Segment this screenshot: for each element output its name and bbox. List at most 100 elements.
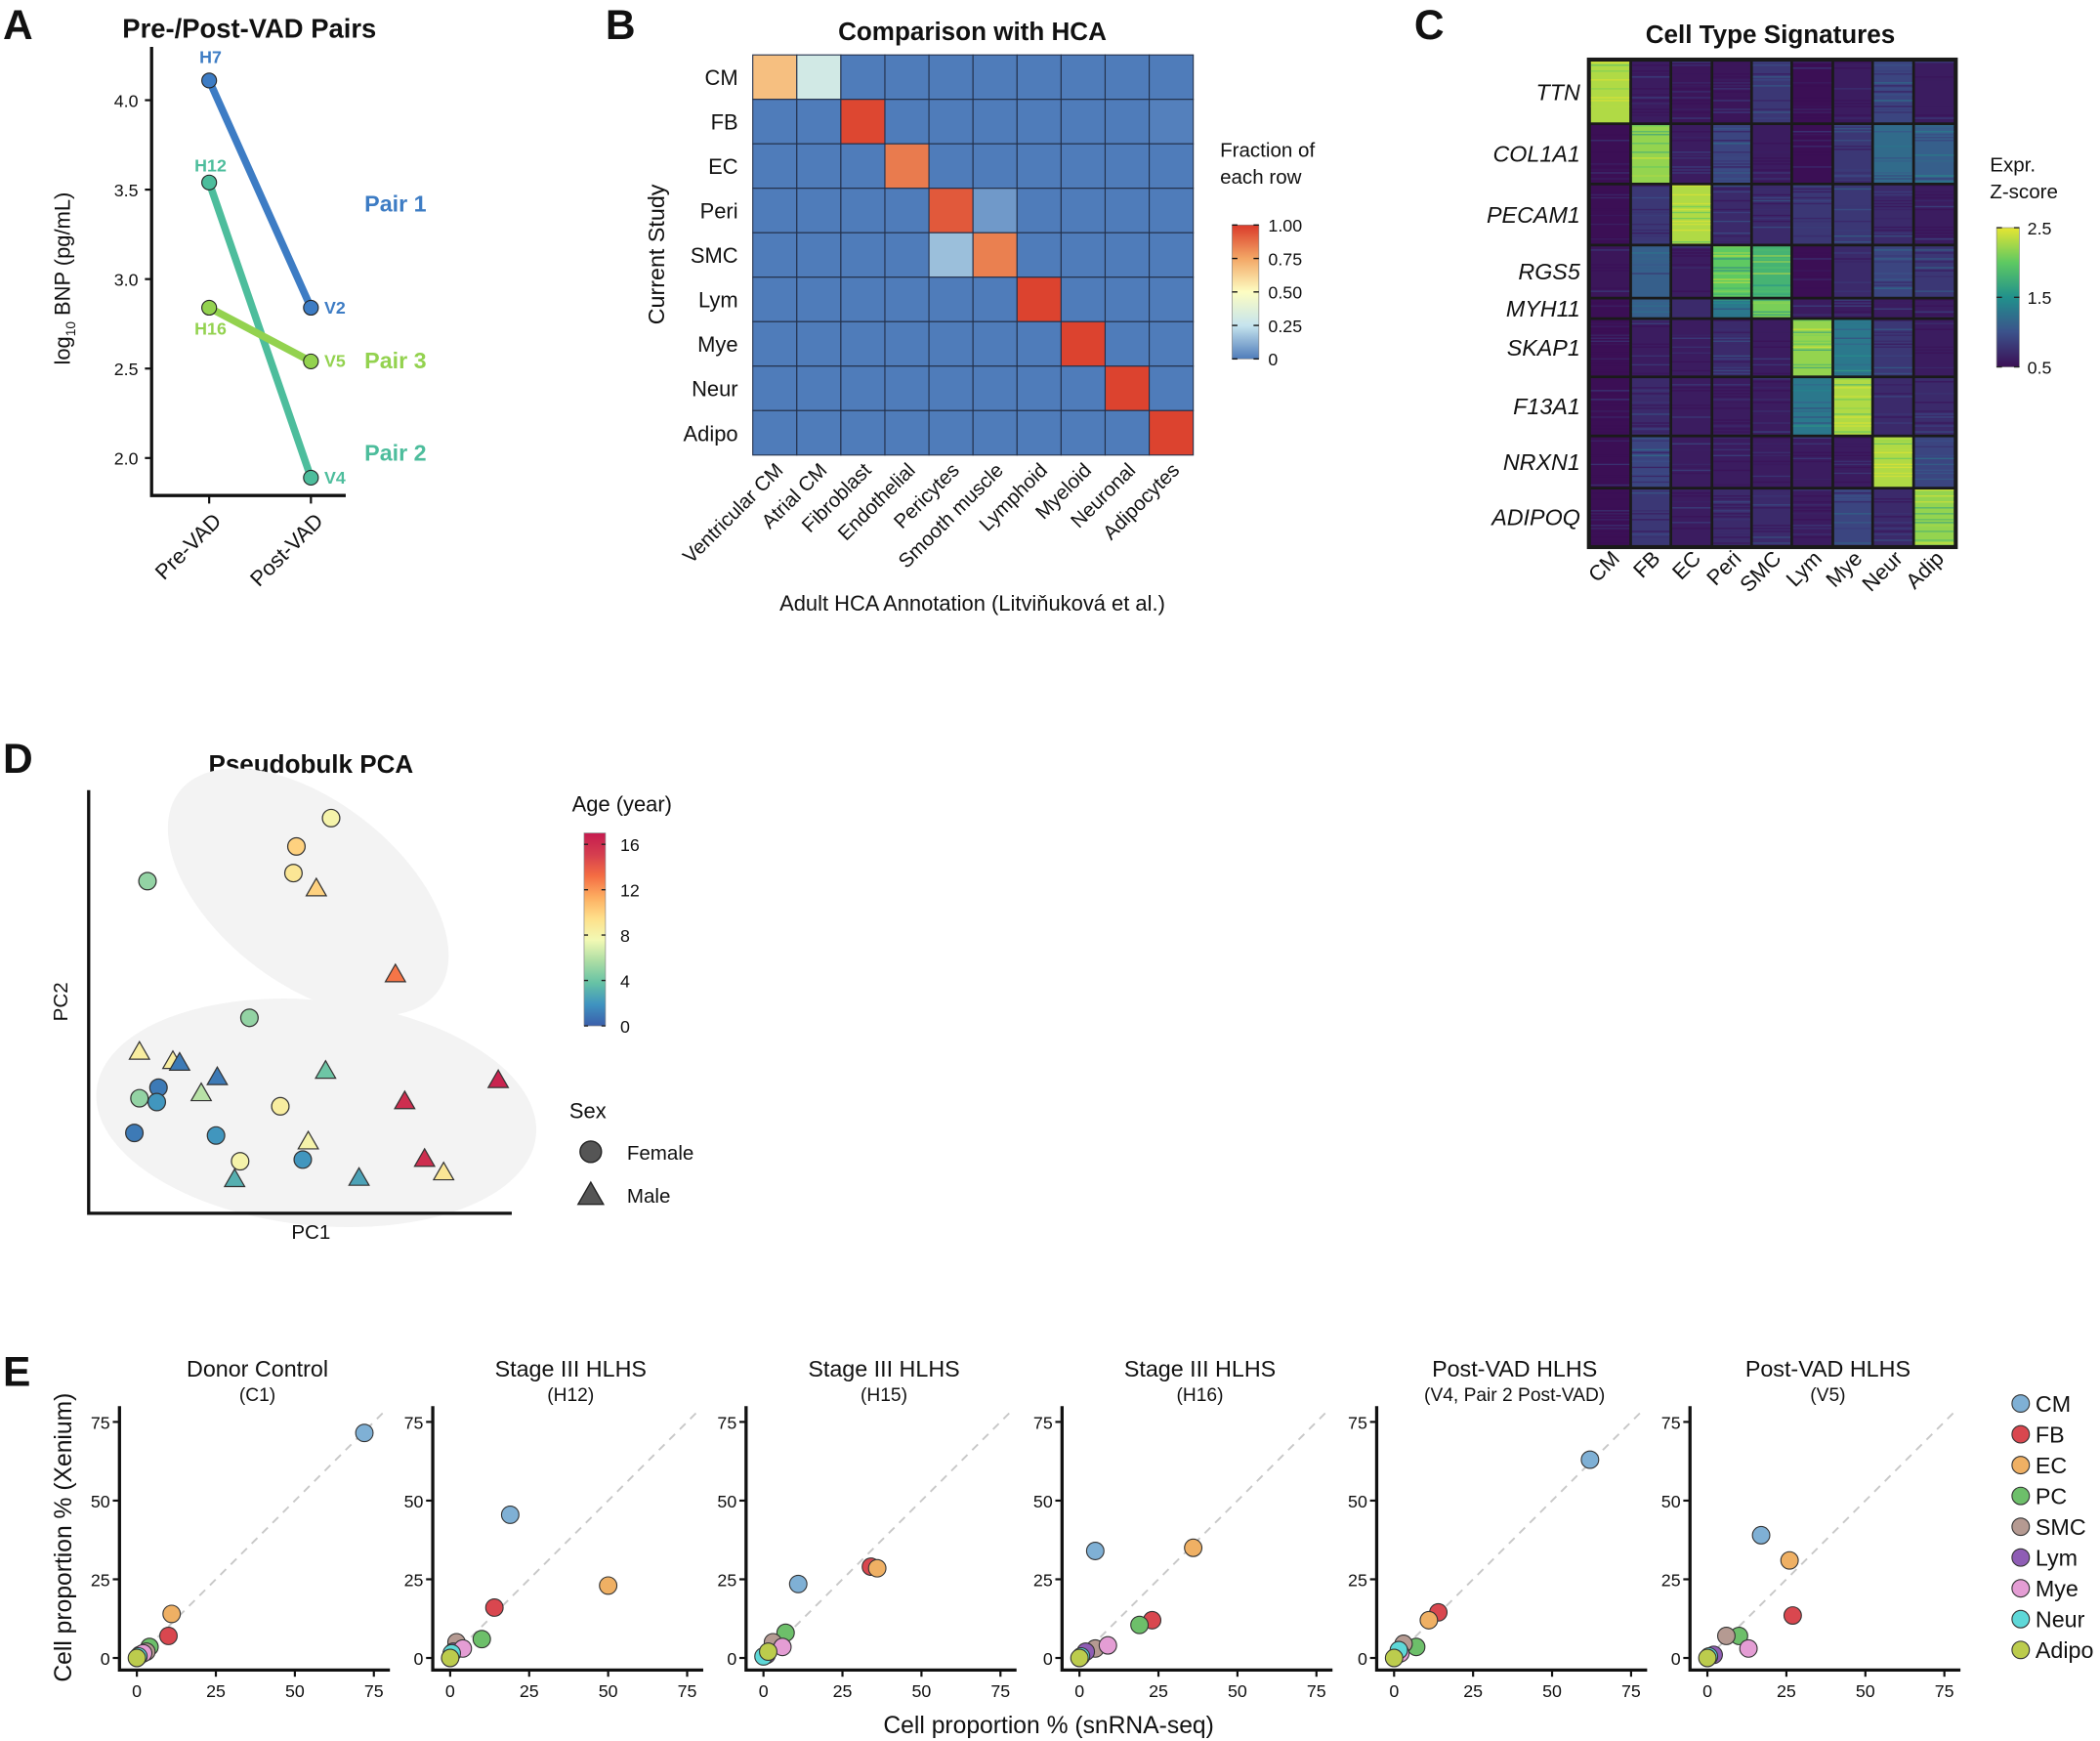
proportion-point-adipo <box>127 1648 147 1668</box>
heatmap-texture <box>1713 393 1750 395</box>
panel-b-title: Comparison with HCA <box>838 17 1107 46</box>
heatmap-cell <box>840 99 886 145</box>
heatmap-cell <box>1873 378 1912 435</box>
heatmap-texture <box>1873 64 1912 66</box>
y-tick-label: 2.0 <box>114 449 139 469</box>
panel-a-bnp-pairs: Pre-/Post-VAD Pairs log10 BNP (pg/mL) 2.… <box>51 13 427 591</box>
heatmap-cell <box>1873 246 1912 297</box>
heatmap-texture <box>1671 293 1711 295</box>
heatmap-texture <box>1590 533 1630 535</box>
subplot-title: Stage III HLHS <box>495 1356 647 1381</box>
heatmap-texture <box>1590 196 1630 199</box>
heatmap-texture <box>1873 528 1912 530</box>
heatmap-texture <box>1671 193 1711 196</box>
heatmap-texture <box>1752 154 1791 156</box>
proportion-point-smc <box>1716 1627 1736 1645</box>
heatmap-texture <box>1914 140 1954 142</box>
heatmap-texture <box>1873 175 1912 177</box>
heatmap-texture <box>1671 528 1711 530</box>
heatmap-texture <box>1752 372 1791 375</box>
heatmap-cell <box>1873 185 1912 244</box>
heatmap-cell <box>1016 143 1062 190</box>
heatmap-texture <box>1833 234 1871 237</box>
heatmap-texture <box>1792 513 1832 515</box>
heatmap-texture <box>1752 111 1791 113</box>
heatmap-texture <box>1671 137 1711 139</box>
heatmap-texture <box>1833 308 1871 310</box>
heatmap-texture <box>1833 305 1871 307</box>
heatmap-texture <box>1713 140 1750 142</box>
heatmap-texture <box>1873 217 1912 220</box>
pca-point-male <box>189 1082 213 1102</box>
heatmap-texture <box>1752 151 1791 153</box>
heatmap-texture <box>1590 378 1630 380</box>
heatmap-cell <box>752 143 798 190</box>
heatmap-texture <box>1873 413 1912 415</box>
heatmap-texture <box>1713 533 1750 535</box>
heatmap-texture <box>1713 437 1750 439</box>
y-tick-label: 75 <box>91 1413 110 1432</box>
heatmap-texture <box>1752 443 1791 445</box>
heatmap-texture <box>1671 469 1711 472</box>
heatmap-cell <box>1792 299 1832 318</box>
heatmap-texture <box>1590 510 1630 512</box>
heatmap-texture <box>1631 325 1670 327</box>
heatmap-texture <box>1752 475 1791 478</box>
heatmap-texture <box>1873 513 1912 515</box>
heatmap-texture <box>1713 211 1750 214</box>
heatmap-cell <box>1104 54 1151 101</box>
heatmap-texture <box>1752 311 1791 313</box>
heatmap-texture <box>1713 343 1750 345</box>
panel-b-legend-title-1: Fraction of <box>1220 139 1315 161</box>
heatmap-texture <box>1752 169 1791 171</box>
heatmap-texture <box>1752 525 1791 527</box>
heatmap-texture <box>1833 67 1871 69</box>
heatmap-texture <box>1752 193 1791 196</box>
heatmap-texture <box>1631 125 1670 127</box>
heatmap-texture <box>1833 425 1871 427</box>
panel-letter-c: C <box>1414 3 1445 49</box>
heatmap-texture <box>1833 495 1871 497</box>
heatmap-cell <box>972 54 1018 101</box>
heatmap-texture <box>1792 457 1832 460</box>
heatmap-texture <box>1792 460 1832 463</box>
x-tick-label: 25 <box>1777 1681 1796 1701</box>
heatmap-texture <box>1752 85 1791 87</box>
heatmap-texture <box>1873 393 1912 395</box>
heatmap-texture <box>1873 328 1912 330</box>
heatmap-cell <box>928 276 974 322</box>
y-tick-label: 75 <box>717 1413 736 1432</box>
legend-label: Adipo <box>2036 1637 2094 1663</box>
pca-point-female <box>125 1124 145 1143</box>
pca-point-male <box>432 1161 455 1181</box>
heatmap-texture <box>1671 290 1711 292</box>
heatmap-texture <box>1833 454 1871 457</box>
pca-point-female <box>293 1150 313 1169</box>
heatmap-texture <box>1752 431 1791 433</box>
heatmap-texture <box>1671 97 1711 99</box>
heatmap-texture <box>1752 163 1791 165</box>
heatmap-texture <box>1713 340 1750 342</box>
heatmap-texture <box>1713 82 1750 84</box>
y-tick-label: 0 <box>414 1649 424 1669</box>
row-label: FB <box>711 110 738 135</box>
heatmap-texture <box>1713 448 1750 450</box>
heatmap-texture <box>1833 457 1871 460</box>
y-tick-label: 0 <box>101 1649 110 1669</box>
legend-swatch-mye <box>2011 1579 2031 1598</box>
heatmap-texture <box>1590 484 1630 487</box>
heatmap-texture <box>1833 125 1871 127</box>
heatmap-cell <box>1833 489 1871 545</box>
column-label: Adip <box>1901 546 1949 594</box>
row-label: Mye <box>697 332 737 357</box>
heatmap-texture <box>1873 178 1912 180</box>
heatmap-texture <box>1873 94 1912 96</box>
x-tick-label: 50 <box>1542 1681 1562 1701</box>
x-tick-label: 0 <box>445 1681 455 1701</box>
legend-label: FB <box>2036 1422 2065 1447</box>
proportion-point-ec <box>1184 1538 1203 1557</box>
heatmap-texture <box>1914 402 1954 403</box>
heatmap-texture <box>1713 154 1750 156</box>
heatmap-texture <box>1752 108 1791 110</box>
heatmap-cell <box>752 188 798 234</box>
